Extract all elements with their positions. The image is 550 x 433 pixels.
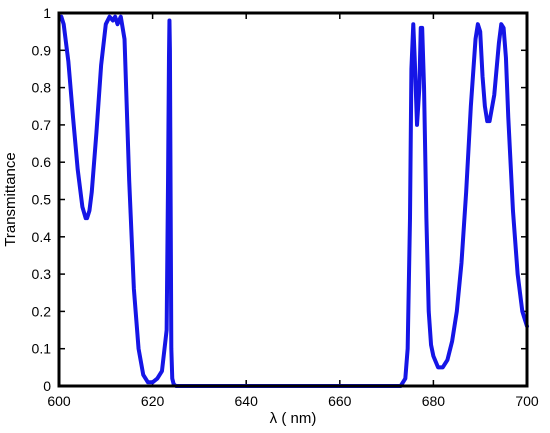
x-tick-label: 620	[141, 393, 165, 409]
x-tick-label: 640	[235, 393, 259, 409]
y-tick-label: 0.3	[32, 266, 52, 282]
y-tick-label: 1	[43, 5, 51, 21]
y-tick-label: 0.1	[32, 341, 52, 357]
y-tick-label: 0.6	[32, 154, 52, 170]
x-tick-label: 600	[47, 393, 71, 409]
y-tick-label: 0.5	[32, 192, 52, 208]
plot-frame	[57, 11, 529, 388]
x-tick-label: 700	[515, 393, 539, 409]
x-axis-label: λ ( nm)	[270, 410, 317, 427]
y-tick-label: 0	[43, 378, 51, 394]
y-axis-ticks: 0 0.1 0.2 0.3 0.4 0.5 0.6 0.7 0.8 0.9 1	[32, 5, 527, 394]
y-tick-label: 0.7	[32, 117, 52, 133]
y-tick-label: 0.8	[32, 80, 52, 96]
y-axis-label: Transmittance	[2, 152, 19, 246]
x-tick-label: 680	[422, 393, 446, 409]
y-tick-label: 0.9	[32, 42, 52, 58]
y-tick-label: 0.2	[32, 303, 52, 319]
y-tick-label: 0.4	[32, 229, 52, 245]
x-tick-label: 660	[328, 393, 352, 409]
axes-box	[57, 11, 529, 388]
